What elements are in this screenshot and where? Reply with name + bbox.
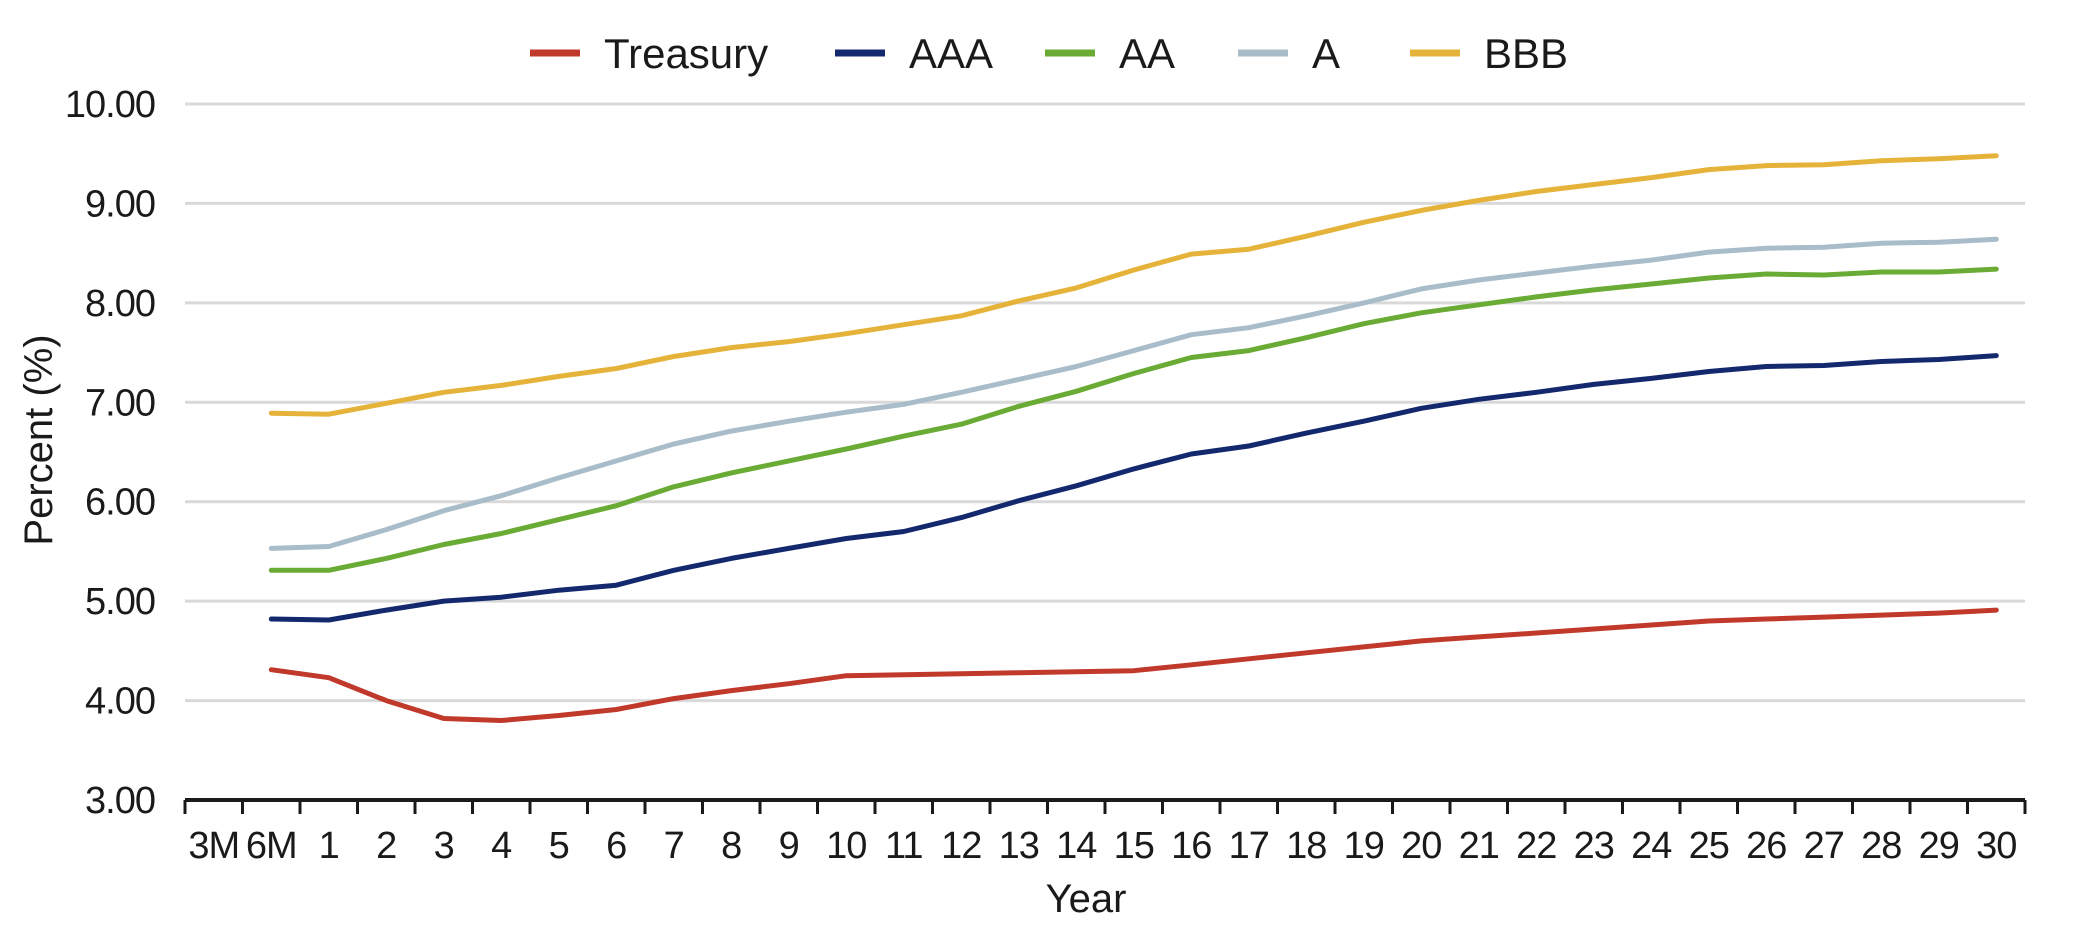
x-tick-label: 18 — [1286, 825, 1326, 867]
legend-label-bbb: BBB — [1484, 30, 1568, 77]
x-tick-label: 13 — [999, 825, 1039, 867]
x-tick-label: 23 — [1574, 825, 1614, 867]
x-tick-label: 2 — [376, 825, 396, 867]
x-tick-label: 27 — [1804, 825, 1844, 867]
x-tick-label: 3M — [188, 825, 239, 867]
y-tick-label: 5.00 — [85, 581, 155, 623]
legend-label-treasury: Treasury — [604, 30, 768, 77]
series-line-aaa — [268, 353, 1999, 623]
series-line-aa — [268, 266, 1999, 573]
x-tick-label: 7 — [664, 825, 684, 867]
y-tick-label: 10.00 — [65, 84, 155, 126]
y-axis-ticks: 3.00 4.00 5.00 6.00 7.00 8.00 9.00 10.00 — [65, 84, 156, 822]
x-tick-label: 6 — [606, 825, 626, 867]
x-tick-label: 3 — [434, 825, 454, 867]
x-tick-label: 29 — [1919, 825, 1959, 867]
x-tick-label: 4 — [491, 825, 512, 867]
y-tick-label: 7.00 — [85, 382, 155, 424]
x-axis — [183, 798, 2027, 814]
x-tick-label: 9 — [779, 825, 799, 867]
x-axis-title: Year — [1046, 877, 1127, 921]
x-tick-label: 28 — [1861, 825, 1901, 867]
series-line-treasury — [268, 607, 1999, 723]
y-tick-label: 6.00 — [85, 482, 155, 524]
x-tick-label: 17 — [1229, 825, 1269, 867]
x-tick-label: 19 — [1344, 825, 1384, 867]
x-tick-label: 30 — [1976, 825, 2016, 867]
legend-label-aa: AA — [1119, 30, 1175, 77]
x-tick-label: 12 — [941, 825, 981, 867]
y-tick-label: 4.00 — [85, 681, 155, 723]
x-tick-label: 6M — [246, 825, 297, 867]
series-line-bbb — [268, 153, 1999, 417]
series-line-a — [268, 236, 1999, 551]
gridlines — [185, 102, 2025, 703]
y-tick-label: 3.00 — [85, 780, 155, 822]
x-tick-label: 25 — [1689, 825, 1729, 867]
x-tick-label: 21 — [1459, 825, 1499, 867]
x-tick-label: 20 — [1401, 825, 1441, 867]
y-tick-label: 8.00 — [85, 283, 155, 325]
x-tick-label: 22 — [1516, 825, 1556, 867]
legend-label-a: A — [1312, 30, 1340, 77]
x-tick-label: 8 — [721, 825, 741, 867]
legend-label-aaa: AAA — [909, 30, 993, 77]
x-tick-label: 16 — [1171, 825, 1211, 867]
x-axis-ticks: 3M 6M 1 2 3 4 5 6 7 8 9 10 11 12 13 14 15 16 17 18 19 20 21 22 2… — [188, 825, 2017, 867]
x-tick-label: 5 — [549, 825, 569, 867]
x-tick-label: 15 — [1114, 825, 1154, 867]
x-tick-label: 14 — [1056, 825, 1097, 867]
y-tick-label: 9.00 — [85, 183, 155, 225]
x-tick-label: 26 — [1746, 825, 1786, 867]
y-axis-title: Percent (%) — [17, 334, 61, 545]
legend: Treasury AAA AA A BBB — [530, 30, 1568, 77]
x-tick-label: 11 — [885, 825, 922, 867]
x-tick-label: 24 — [1631, 825, 1672, 867]
series-lines — [268, 153, 1999, 723]
x-tick-label: 10 — [826, 825, 866, 867]
x-tick-label: 1 — [319, 825, 339, 867]
